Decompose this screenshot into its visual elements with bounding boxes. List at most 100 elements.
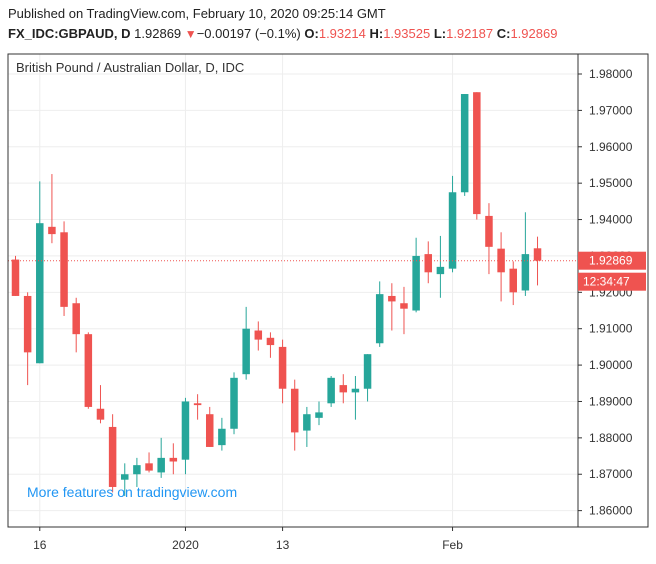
candle — [412, 237, 420, 313]
candle — [36, 181, 44, 364]
candle — [205, 406, 214, 447]
candle — [84, 332, 93, 409]
candle-body — [230, 377, 238, 429]
open-label: O: — [304, 26, 319, 41]
candle-body — [36, 223, 44, 364]
published-line: Published on TradingView.com, February 1… — [8, 6, 386, 21]
y-tick-label: 1.94000 — [589, 213, 633, 227]
candle-body — [424, 254, 433, 273]
candle — [363, 354, 372, 402]
candle — [303, 406, 311, 447]
candle — [48, 174, 56, 244]
candle — [473, 92, 481, 220]
price-tags: 1.92869 12:34:47 — [578, 251, 646, 291]
candle-body — [278, 346, 287, 389]
open-value: 1.93214 — [318, 26, 366, 41]
candle — [278, 339, 287, 404]
candle-body — [448, 192, 457, 269]
candle-body — [388, 295, 396, 302]
y-tick-label: 1.88000 — [589, 431, 633, 445]
low-label: L: — [433, 26, 447, 41]
watermark-link[interactable]: More features on tradingview.com — [27, 484, 237, 500]
candle-body — [242, 328, 250, 375]
candle — [460, 94, 469, 196]
y-tick-label: 1.95000 — [589, 176, 633, 190]
candle — [230, 372, 238, 435]
candle-body — [84, 334, 93, 407]
candle-body — [48, 226, 56, 235]
candle — [497, 232, 505, 302]
symbol-label: FX_IDC:GBPAUD, D — [8, 26, 131, 41]
x-tick-label: Feb — [442, 538, 463, 552]
candle-body — [473, 92, 481, 215]
candle-body — [254, 330, 263, 340]
candle — [400, 286, 408, 335]
countdown-tag-bg — [578, 272, 646, 291]
candle-body — [436, 266, 445, 275]
countdown-tag: 12:34:47 — [583, 275, 630, 289]
candle — [218, 417, 226, 451]
plot-frame — [7, 53, 649, 528]
grid-lines — [8, 54, 578, 527]
candle — [424, 241, 433, 284]
candle — [242, 306, 250, 380]
candle-body — [266, 337, 275, 346]
candle-body — [339, 385, 348, 393]
candle-body — [315, 412, 323, 418]
x-tick-label: 2020 — [172, 538, 199, 552]
candle — [96, 385, 105, 424]
candle-body — [412, 255, 420, 311]
candle-body — [400, 303, 408, 309]
candle-body — [193, 403, 202, 406]
candle-body — [485, 215, 493, 247]
candle-body — [521, 254, 530, 291]
candle-body — [205, 414, 214, 447]
candle — [169, 443, 178, 475]
candle-body — [363, 354, 372, 389]
candle — [60, 221, 68, 316]
high-label: H: — [369, 26, 384, 41]
candle-body — [96, 408, 105, 420]
candle — [23, 292, 32, 386]
x-tick-label: 13 — [276, 538, 290, 552]
price-tag-bg — [578, 251, 646, 270]
candle — [121, 463, 129, 497]
candle — [509, 261, 517, 306]
candle — [145, 452, 153, 473]
candle-body — [169, 457, 178, 462]
candle-body — [133, 465, 141, 475]
candle-body — [145, 463, 153, 471]
candle-body — [351, 388, 360, 393]
candle — [521, 212, 530, 296]
close-label: C: — [496, 26, 511, 41]
y-tick-label: 1.91000 — [589, 322, 633, 336]
candle — [448, 175, 457, 273]
candle-body — [218, 428, 226, 446]
candle — [388, 283, 396, 331]
candle-body — [11, 259, 20, 296]
candle — [290, 379, 299, 451]
candle — [351, 376, 360, 420]
candle-body — [509, 268, 517, 293]
x-tick-label: 16 — [33, 538, 47, 552]
chart-title: British Pound / Australian Dollar, D, ID… — [16, 60, 244, 75]
y-tick-label: 1.90000 — [589, 358, 633, 372]
candle-body — [72, 303, 80, 335]
high-value: 1.93525 — [383, 26, 431, 41]
candle — [266, 332, 275, 358]
candle-body — [23, 295, 32, 353]
candle-body — [460, 94, 469, 193]
candle-body — [327, 377, 335, 404]
candle-body — [375, 294, 384, 344]
candle — [533, 236, 542, 286]
candles-layer — [11, 92, 542, 497]
down-arrow-icon: ▼ — [184, 27, 197, 41]
candle — [181, 397, 190, 475]
y-tick-label: 1.98000 — [589, 67, 633, 81]
candle — [72, 297, 80, 353]
candle-body — [108, 426, 117, 487]
y-tick-label: 1.87000 — [589, 467, 633, 481]
candle — [108, 414, 117, 493]
change-value: −0.00197 (−0.1%) — [196, 26, 301, 41]
